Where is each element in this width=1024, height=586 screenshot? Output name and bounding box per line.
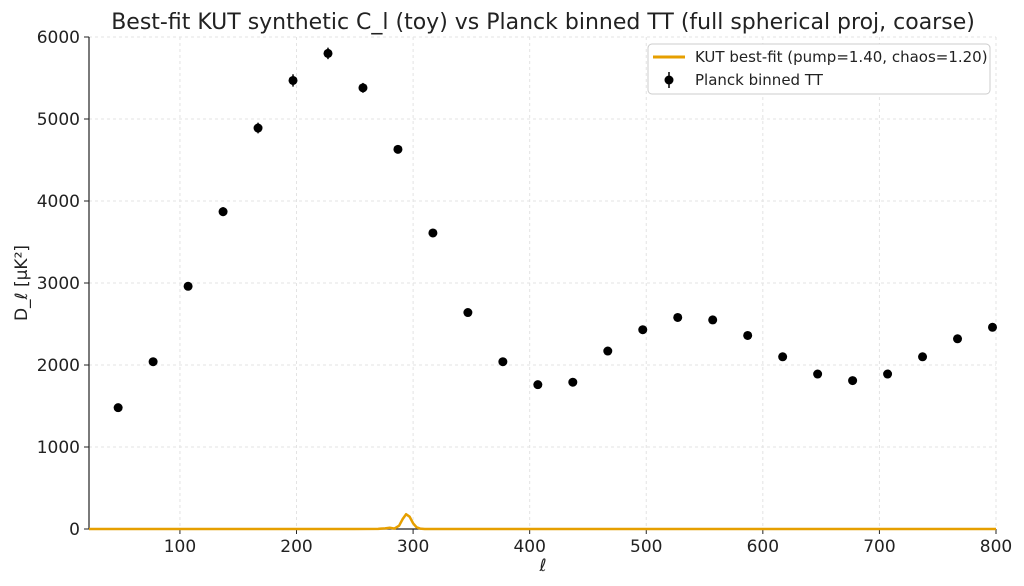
data-point: [568, 377, 578, 387]
data-point: [253, 123, 263, 133]
data-point: [288, 75, 298, 85]
data-point: [638, 325, 648, 335]
data-point: [918, 352, 928, 362]
data-point: [323, 48, 333, 58]
legend: KUT best-fit (pump=1.40, chaos=1.20) Pla…: [647, 43, 991, 95]
y-tick-label: 2000: [37, 356, 80, 376]
data-point: [393, 144, 403, 154]
y-tick-label: 0: [69, 520, 80, 540]
y-tick-label: 5000: [37, 110, 80, 130]
x-tick-label: 700: [863, 537, 895, 557]
data-point: [673, 312, 683, 322]
planck-binned-tt-series: [113, 47, 998, 413]
data-point: [148, 357, 158, 367]
kut-best-fit-line: [89, 512, 996, 531]
legend-box: [647, 43, 991, 95]
data-point: [988, 322, 998, 332]
x-tick-label: 600: [747, 537, 779, 557]
data-point: [218, 207, 228, 217]
x-tick-label: 300: [397, 537, 429, 557]
data-point: [848, 376, 858, 386]
data-point: [778, 352, 788, 362]
x-tick-label: 800: [980, 537, 1012, 557]
x-tick-label: 500: [630, 537, 662, 557]
data-point: [743, 330, 753, 340]
data-point: [708, 315, 718, 325]
legend-label-planck: Planck binned TT: [695, 71, 824, 89]
data-point: [533, 380, 543, 390]
data-point: [463, 308, 473, 318]
legend-label-kut: KUT best-fit (pump=1.40, chaos=1.20): [695, 48, 988, 66]
y-tick-label: 4000: [37, 192, 80, 212]
y-axis-label: D_ℓ [μK²]: [12, 245, 32, 321]
data-point: [883, 369, 893, 379]
data-point: [358, 83, 368, 93]
data-point: [953, 334, 963, 344]
y-tick-label: 1000: [37, 438, 80, 458]
data-point: [813, 369, 823, 379]
x-axis-ticks: 100 200 300 400 500 600 700 800: [164, 529, 1012, 557]
data-point: [113, 403, 123, 413]
kut-best-fit-series: [89, 512, 996, 531]
y-tick-label: 6000: [37, 28, 80, 48]
data-point: [183, 281, 193, 291]
gridlines: [89, 36, 997, 530]
data-point: [603, 346, 613, 356]
chart-title: Best-fit KUT synthetic C_l (toy) vs Plan…: [111, 10, 975, 35]
data-point: [498, 357, 508, 367]
legend-marker-swatch: [664, 75, 674, 85]
x-axis-label: ℓ: [538, 556, 546, 576]
x-tick-label: 200: [280, 537, 312, 557]
data-point: [428, 228, 438, 238]
x-tick-label: 100: [164, 537, 196, 557]
y-tick-label: 3000: [37, 274, 80, 294]
x-tick-label: 400: [513, 537, 545, 557]
y-axis-ticks: 0 1000 2000 3000 4000 5000 6000: [37, 28, 89, 540]
